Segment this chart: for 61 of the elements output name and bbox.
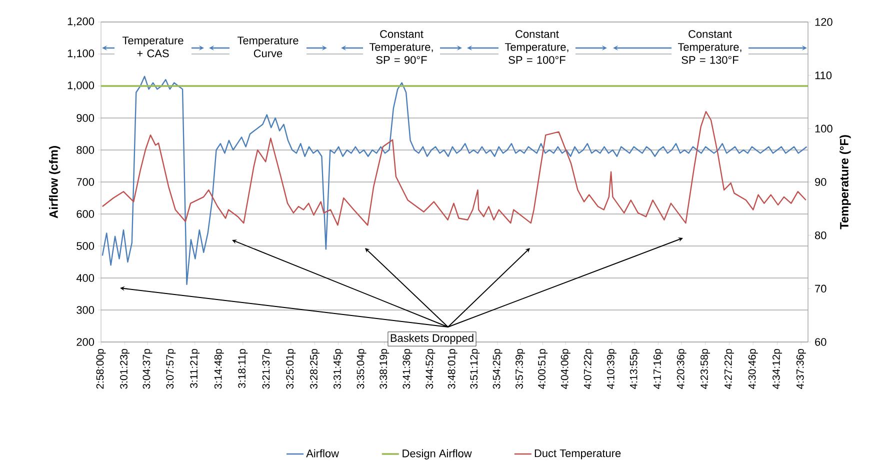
x-tick-label: 4:27:22p xyxy=(724,348,734,389)
y2-tick-label: 100 xyxy=(815,124,832,133)
y2-tick-label: 120 xyxy=(815,18,832,26)
x-tick-label: 4:10:39p xyxy=(606,348,616,389)
x-tick-label: 3:38:19p xyxy=(380,348,390,389)
x-tick-label: 3:28:25p xyxy=(310,348,320,389)
y2-tick-label: 90 xyxy=(815,178,826,186)
y-tick-label: 1,000 xyxy=(68,81,94,91)
y2-tick-label: 70 xyxy=(815,284,826,293)
y2-tick-label: 80 xyxy=(815,231,826,240)
x-tick-label: 4:20:36p xyxy=(676,348,686,389)
x-tick-label: 3:41:36p xyxy=(402,348,412,389)
x-tick-label: 4:23:58p xyxy=(700,348,710,389)
x-tick-label: 3:51:12p xyxy=(470,348,480,389)
y-tick-label: 500 xyxy=(76,242,94,250)
x-tick-label: 3:57:39p xyxy=(516,348,526,389)
x-tick-label: 4:13:55p xyxy=(630,348,640,389)
annotation: Temperature + CAS xyxy=(122,36,184,58)
y-tick-label: 1,200 xyxy=(68,17,94,27)
y-tick-label: 700 xyxy=(76,178,94,186)
y-tick-label: 600 xyxy=(76,210,94,218)
y-axis-title: Airflow (cfm) xyxy=(49,146,60,218)
x-tick-label: 3:35:04p xyxy=(356,348,366,389)
x-tick-label: 3:01:23p xyxy=(120,348,130,389)
y2-axis-title: Temperature (°F) xyxy=(840,135,851,230)
legend-label: Airflow xyxy=(306,449,340,458)
x-tick-label: 2:58:00p xyxy=(96,348,106,389)
x-tick-label: 3:14:48p xyxy=(214,348,224,389)
y-tick-label: 200 xyxy=(76,338,94,346)
line-series xyxy=(102,110,806,226)
x-tick-label: 4:34:12p xyxy=(772,348,782,389)
x-tick-label: 3:04:37p xyxy=(142,348,152,389)
y-tick-label: 400 xyxy=(76,274,94,282)
y-tick-label: 1,100 xyxy=(68,49,94,59)
y2-tick-label: 60 xyxy=(815,338,826,346)
y-tick-label: 900 xyxy=(76,114,94,122)
x-tick-label: 3:07:57p xyxy=(166,348,176,389)
x-tick-label: 3:48:01p xyxy=(448,348,458,389)
legend-label: Duct Temperature xyxy=(534,449,621,460)
y-tick-label: 800 xyxy=(76,146,94,154)
y2-tick-label: 110 xyxy=(815,71,832,80)
annotation: Temperature Curve xyxy=(237,36,298,58)
annotation: Constant Temperature, SP = 90°F xyxy=(369,30,433,64)
x-tick-label: 3:25:01p xyxy=(286,348,296,389)
x-tick-label: 4:17:16p xyxy=(653,348,663,389)
annotation: Baskets Dropped xyxy=(390,334,474,344)
x-tick-label: 4:00:51p xyxy=(538,348,548,389)
legend-label: Design Airflow xyxy=(402,449,472,460)
x-tick-label: 3:21:37p xyxy=(262,348,272,389)
x-tick-label: 3:44:52p xyxy=(426,348,436,389)
y-tick-label: 300 xyxy=(76,306,94,314)
x-tick-label: 4:30:46p xyxy=(748,348,758,389)
x-tick-label: 3:31:45p xyxy=(334,348,343,389)
x-tick-label: 3:11:21p xyxy=(190,348,200,388)
annotation: Constant Temperature, SP = 100°F xyxy=(504,30,568,64)
x-tick-label: 4:07:22p xyxy=(584,348,594,389)
x-tick-label: 4:04:06p xyxy=(560,348,570,389)
annotation: Constant Temperature, SP = 130°F xyxy=(678,30,742,64)
x-tick-label: 3:18:11p xyxy=(238,348,248,388)
x-tick-label: 3:54:25p xyxy=(492,348,502,389)
x-tick-label: 4:37:36p xyxy=(796,348,806,389)
